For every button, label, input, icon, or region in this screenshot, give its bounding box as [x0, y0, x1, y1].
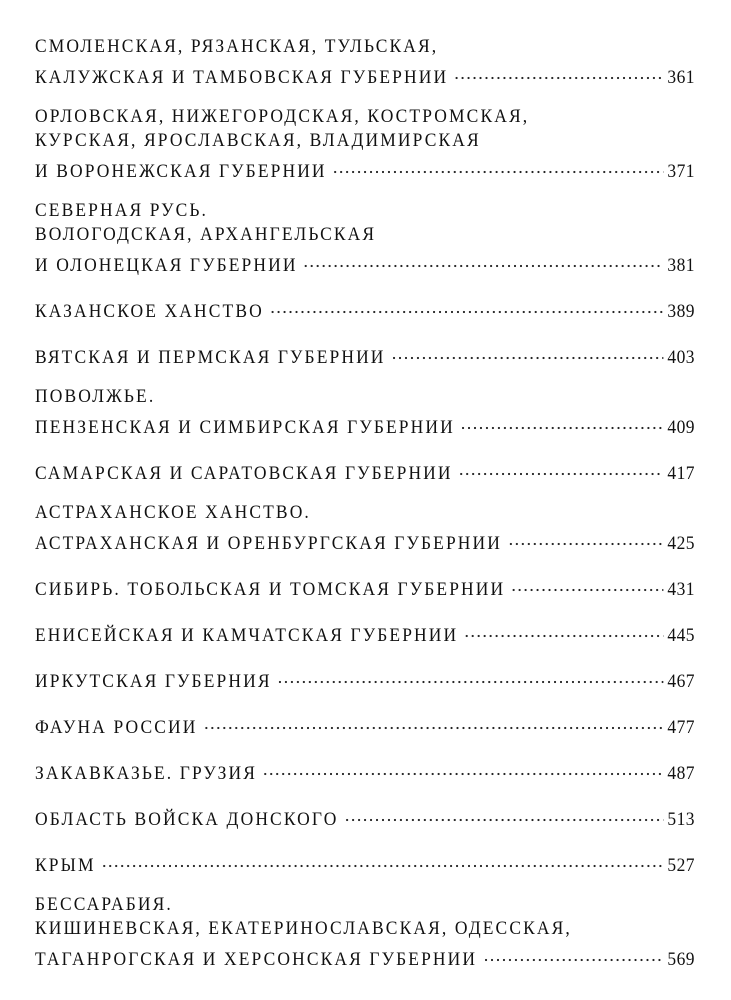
- toc-entry-line: И ОЛОНЕЦКАЯ ГУБЕРНИИ 381: [35, 247, 695, 276]
- page-number: 381: [667, 255, 695, 276]
- toc-entry-title: И ВОРОНЕЖСКАЯ ГУБЕРНИИ: [35, 161, 327, 182]
- page-number: 431: [667, 579, 695, 600]
- page-number: 513: [667, 809, 695, 830]
- page-number: 467: [667, 671, 695, 692]
- dot-leader: [332, 153, 664, 177]
- toc-entry-title: ИРКУТСКАЯ ГУБЕРНИЯ: [35, 671, 272, 692]
- toc-entry[interactable]: СИБИРЬ. ТОБОЛЬСКАЯ И ТОМСКАЯ ГУБЕРНИИ 431: [35, 571, 695, 600]
- toc-entry-line: ЗАКАВКАЗЬЕ. ГРУЗИЯ 487: [35, 755, 695, 784]
- toc-entry-line: ПОВОЛЖЬЕ.: [35, 385, 695, 409]
- dot-leader: [460, 409, 664, 433]
- toc-entry-title: ВЯТСКАЯ И ПЕРМСКАЯ ГУБЕРНИИ: [35, 347, 386, 368]
- toc-entry[interactable]: АСТРАХАНСКОЕ ХАНСТВО. АСТРАХАНСКАЯ И ОРЕН…: [35, 501, 695, 554]
- dot-leader: [391, 339, 664, 363]
- toc-entry-title: ЗАКАВКАЗЬЕ. ГРУЗИЯ: [35, 763, 258, 784]
- toc-entry[interactable]: ОРЛОВСКАЯ, НИЖЕГОРОДСКАЯ, КОСТРОМСКАЯ, КУ…: [35, 105, 695, 182]
- page-number: 527: [667, 855, 695, 876]
- toc-entry-title: КИШИНЕВСКАЯ, ЕКАТЕРИНОСЛАВСКАЯ, ОДЕССКАЯ…: [35, 918, 572, 939]
- toc-entry-line: БЕССАРАБИЯ.: [35, 893, 695, 917]
- page-number: 425: [667, 533, 695, 554]
- toc-entry-line: КАЗАНСКОЕ ХАНСТВО 389: [35, 293, 695, 322]
- toc-entry-title: КУРСКАЯ, ЯРОСЛАВСКАЯ, ВЛАДИМИРСКАЯ: [35, 130, 481, 151]
- toc-entry-line: КРЫМ 527: [35, 847, 695, 876]
- toc-entry[interactable]: САМАРСКАЯ И САРАТОВСКАЯ ГУБЕРНИИ 417: [35, 455, 695, 484]
- dot-leader: [482, 941, 664, 965]
- page-number: 417: [667, 463, 695, 484]
- page-number: 409: [667, 417, 695, 438]
- toc-entry-title: КРЫМ: [35, 855, 96, 876]
- dot-leader: [262, 755, 664, 779]
- toc-entry-title: ПОВОЛЖЬЕ.: [35, 386, 156, 407]
- toc-entry-title: И ОЛОНЕЦКАЯ ГУБЕРНИИ: [35, 255, 298, 276]
- page-number: 389: [667, 301, 695, 322]
- toc-entry[interactable]: ВЯТСКАЯ И ПЕРМСКАЯ ГУБЕРНИИ 403: [35, 339, 695, 368]
- toc-entry-line: КАЛУЖСКАЯ И ТАМБОВСКАЯ ГУБЕРНИИ 361: [35, 59, 695, 88]
- toc-entry[interactable]: КРЫМ 527: [35, 847, 695, 876]
- toc-entry[interactable]: СМОЛЕНСКАЯ, РЯЗАНСКАЯ, ТУЛЬСКАЯ, КАЛУЖСКА…: [35, 35, 695, 88]
- toc-entry-title: СЕВЕРНАЯ РУСЬ.: [35, 200, 209, 221]
- toc-entry-title: ВОЛОГОДСКАЯ, АРХАНГЕЛЬСКАЯ: [35, 224, 377, 245]
- toc-entry-title: ЕНИСЕЙСКАЯ И КАМЧАТСКАЯ ГУБЕРНИИ: [35, 625, 459, 646]
- toc-entry-line: ОБЛАСТЬ ВОЙСКА ДОНСКОГО 513: [35, 801, 695, 830]
- toc-entry-line: САМАРСКАЯ И САРАТОВСКАЯ ГУБЕРНИИ 417: [35, 455, 695, 484]
- dot-leader: [510, 571, 664, 595]
- toc-entry[interactable]: СЕВЕРНАЯ РУСЬ. ВОЛОГОДСКАЯ, АРХАНГЕЛЬСКАЯ…: [35, 199, 695, 276]
- toc-entry-line: ОРЛОВСКАЯ, НИЖЕГОРОДСКАЯ, КОСТРОМСКАЯ,: [35, 105, 695, 129]
- toc-entry-line: КУРСКАЯ, ЯРОСЛАВСКАЯ, ВЛАДИМИРСКАЯ: [35, 129, 695, 153]
- toc-entry-line: СИБИРЬ. ТОБОЛЬСКАЯ И ТОМСКАЯ ГУБЕРНИИ 431: [35, 571, 695, 600]
- dot-leader: [303, 247, 664, 271]
- table-of-contents: СМОЛЕНСКАЯ, РЯЗАНСКАЯ, ТУЛЬСКАЯ, КАЛУЖСКА…: [35, 35, 695, 987]
- dot-leader: [269, 293, 664, 317]
- toc-entry-line: ТАГАНРОГСКАЯ И ХЕРСОНСКАЯ ГУБЕРНИИ 569: [35, 941, 695, 970]
- toc-entry[interactable]: ИРКУТСКАЯ ГУБЕРНИЯ 467: [35, 663, 695, 692]
- toc-entry-title: СМОЛЕНСКАЯ, РЯЗАНСКАЯ, ТУЛЬСКАЯ,: [35, 36, 439, 57]
- page-number: 569: [667, 949, 695, 970]
- toc-entry[interactable]: ФАУНА РОССИИ 477: [35, 709, 695, 738]
- toc-entry-line: ИРКУТСКАЯ ГУБЕРНИЯ 467: [35, 663, 695, 692]
- dot-leader: [453, 59, 664, 83]
- toc-entry-line: СМОЛЕНСКАЯ, РЯЗАНСКАЯ, ТУЛЬСКАЯ,: [35, 35, 695, 59]
- toc-entry[interactable]: КАЗАНСКОЕ ХАНСТВО 389: [35, 293, 695, 322]
- toc-entry-line: СЕВЕРНАЯ РУСЬ.: [35, 199, 695, 223]
- toc-entry-title: САМАРСКАЯ И САРАТОВСКАЯ ГУБЕРНИИ: [35, 463, 453, 484]
- toc-entry-title: ПЕНЗЕНСКАЯ И СИМБИРСКАЯ ГУБЕРНИИ: [35, 417, 455, 438]
- toc-entry-line: КИШИНЕВСКАЯ, ЕКАТЕРИНОСЛАВСКАЯ, ОДЕССКАЯ…: [35, 917, 695, 941]
- toc-entry[interactable]: БЕССАРАБИЯ. КИШИНЕВСКАЯ, ЕКАТЕРИНОСЛАВСКА…: [35, 893, 695, 970]
- page-number: 371: [667, 161, 695, 182]
- toc-entry-title: АСТРАХАНСКОЕ ХАНСТВО.: [35, 502, 311, 523]
- toc-entry[interactable]: ЕНИСЕЙСКАЯ И КАМЧАТСКАЯ ГУБЕРНИИ 445: [35, 617, 695, 646]
- toc-entry-line: ЕНИСЕЙСКАЯ И КАМЧАТСКАЯ ГУБЕРНИИ 445: [35, 617, 695, 646]
- toc-entry-line: АСТРАХАНСКОЕ ХАНСТВО.: [35, 501, 695, 525]
- toc-entry[interactable]: ЗАКАВКАЗЬЕ. ГРУЗИЯ 487: [35, 755, 695, 784]
- toc-entry-title: ОБЛАСТЬ ВОЙСКА ДОНСКОГО: [35, 809, 339, 830]
- dot-leader: [507, 525, 664, 549]
- dot-leader: [343, 801, 664, 825]
- toc-entry-line: АСТРАХАНСКАЯ И ОРЕНБУРГСКАЯ ГУБЕРНИИ 425: [35, 525, 695, 554]
- toc-entry[interactable]: ПОВОЛЖЬЕ. ПЕНЗЕНСКАЯ И СИМБИРСКАЯ ГУБЕРНИ…: [35, 385, 695, 438]
- page-number: 445: [667, 625, 695, 646]
- toc-entry-title: КАЗАНСКОЕ ХАНСТВО: [35, 301, 264, 322]
- toc-entry-title: СИБИРЬ. ТОБОЛЬСКАЯ И ТОМСКАЯ ГУБЕРНИИ: [35, 579, 506, 600]
- toc-entry-title: ФАУНА РОССИИ: [35, 717, 198, 738]
- toc-entry-title: БЕССАРАБИЯ.: [35, 894, 173, 915]
- toc-entry-line: ВОЛОГОДСКАЯ, АРХАНГЕЛЬСКАЯ: [35, 223, 695, 247]
- toc-entry-title: ТАГАНРОГСКАЯ И ХЕРСОНСКАЯ ГУБЕРНИИ: [35, 949, 478, 970]
- page-number: 477: [667, 717, 695, 738]
- toc-entry-title: КАЛУЖСКАЯ И ТАМБОВСКАЯ ГУБЕРНИИ: [35, 67, 449, 88]
- toc-entry-title: ОРЛОВСКАЯ, НИЖЕГОРОДСКАЯ, КОСТРОМСКАЯ,: [35, 106, 530, 127]
- page-number: 403: [667, 347, 695, 368]
- dot-leader: [203, 709, 664, 733]
- dot-leader: [463, 617, 664, 641]
- toc-entry-line: ФАУНА РОССИИ 477: [35, 709, 695, 738]
- dot-leader: [101, 847, 664, 871]
- dot-leader: [458, 455, 664, 479]
- toc-entry-line: ПЕНЗЕНСКАЯ И СИМБИРСКАЯ ГУБЕРНИИ 409: [35, 409, 695, 438]
- page-number: 487: [667, 763, 695, 784]
- toc-entry-line: И ВОРОНЕЖСКАЯ ГУБЕРНИИ 371: [35, 153, 695, 182]
- toc-entry[interactable]: ОБЛАСТЬ ВОЙСКА ДОНСКОГО 513: [35, 801, 695, 830]
- page-number: 361: [667, 67, 695, 88]
- toc-entry-line: ВЯТСКАЯ И ПЕРМСКАЯ ГУБЕРНИИ 403: [35, 339, 695, 368]
- dot-leader: [277, 663, 664, 687]
- toc-entry-title: АСТРАХАНСКАЯ И ОРЕНБУРГСКАЯ ГУБЕРНИИ: [35, 533, 503, 554]
